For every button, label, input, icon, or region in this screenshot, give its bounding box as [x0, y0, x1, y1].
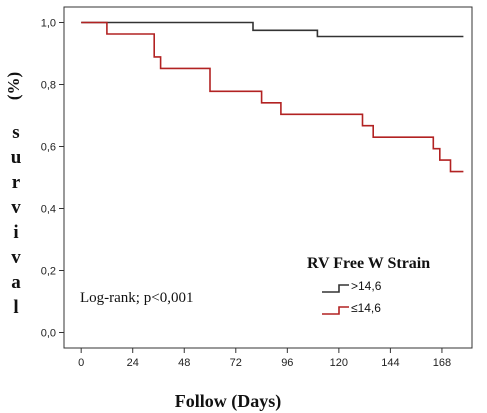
- y-axis-title-letter: i: [13, 222, 18, 243]
- x-tick-label: 96: [281, 357, 293, 369]
- y-axis-title-letter: v: [11, 197, 21, 218]
- y-axis-title-letter: v: [11, 247, 21, 268]
- x-tick-label: 144: [381, 357, 399, 369]
- x-axis-title: Follow (Days): [175, 391, 282, 412]
- y-tick-label: 0,8: [41, 80, 56, 92]
- y-tick-label: 0,2: [41, 266, 56, 278]
- y-axis-title-letter: u: [11, 147, 22, 168]
- annotation-log-rank: Log-rank; p<0,001: [80, 290, 193, 306]
- legend-swatch-1: [322, 284, 349, 293]
- y-tick-label: 1,0: [41, 18, 56, 30]
- y-axis-title-letter: a: [11, 272, 21, 293]
- x-tick-label: 0: [78, 357, 84, 369]
- y-tick-label: 0,0: [41, 328, 56, 340]
- y-tick-label: 0,4: [41, 204, 56, 216]
- x-axis-ticks: 0 24 48 72 96 120 144 168: [78, 348, 451, 369]
- plot-area-border: [63, 6, 473, 349]
- legend-swatch-2: [322, 306, 349, 315]
- x-tick-label: 120: [330, 357, 348, 369]
- y-axis-ticks: 0,0 0,2 0,4 0,6 0,8 1,0: [41, 18, 64, 340]
- x-tick-label: 24: [127, 357, 139, 369]
- legend-entries: >14,6 ≤14,6: [322, 279, 382, 315]
- legend-label-2: ≤14,6: [351, 301, 381, 315]
- series-layer: [81, 21, 464, 173]
- legend-label-1: >14,6: [351, 279, 382, 293]
- series-line-2: [81, 21, 464, 173]
- y-axis-title-letter: l: [13, 297, 18, 318]
- x-tick-label: 48: [178, 357, 190, 369]
- y-tick-label: 0,6: [41, 142, 56, 154]
- plot-frame: [63, 6, 473, 349]
- y-axis-title-letter: s: [12, 122, 19, 143]
- legend: RV Free W Strain >14,6 ≤14,6: [307, 255, 430, 315]
- legend-title: RV Free W Strain: [307, 255, 430, 272]
- y-axis-title-unit: (%): [4, 72, 23, 100]
- y-axis-title-letter: r: [12, 172, 21, 193]
- x-tick-label: 168: [433, 357, 451, 369]
- series-line-1: [81, 21, 464, 38]
- x-tick-label: 72: [230, 357, 242, 369]
